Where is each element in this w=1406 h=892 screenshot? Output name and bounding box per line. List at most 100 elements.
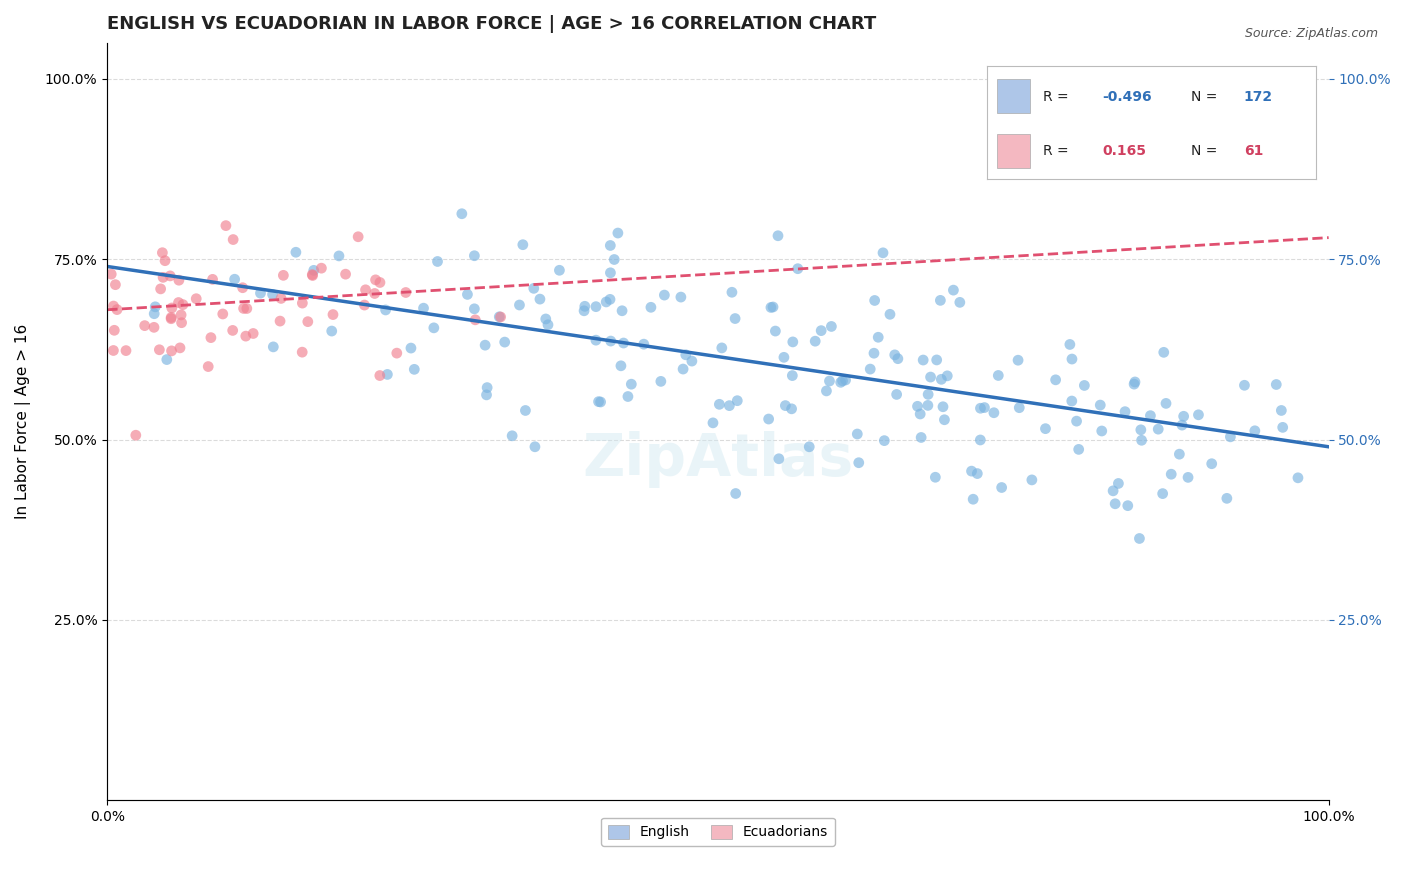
- Point: [846, 427, 869, 442]
- Point: [763, 324, 786, 338]
- Point: [599, 238, 621, 252]
- Point: [1187, 408, 1209, 422]
- Point: [363, 286, 385, 301]
- Point: [1021, 473, 1043, 487]
- Point: [474, 338, 496, 352]
- Point: [709, 397, 731, 411]
- Point: [103, 343, 125, 358]
- Point: [450, 207, 472, 221]
- Point: [1060, 394, 1083, 409]
- Point: [399, 341, 422, 355]
- Point: [232, 281, 254, 295]
- Point: [990, 481, 1012, 495]
- Y-axis label: In Labor Force | Age > 16: In Labor Force | Age > 16: [15, 324, 31, 519]
- Point: [887, 351, 910, 366]
- Point: [354, 283, 377, 297]
- Point: [1102, 483, 1125, 498]
- Point: [423, 321, 446, 335]
- Point: [222, 233, 245, 247]
- Point: [1173, 409, 1195, 424]
- Point: [377, 368, 399, 382]
- Point: [932, 400, 955, 414]
- Point: [1139, 409, 1161, 423]
- Point: [232, 301, 254, 316]
- Point: [1060, 352, 1083, 367]
- Point: [620, 377, 643, 392]
- Point: [1007, 353, 1029, 368]
- Point: [768, 451, 790, 466]
- Point: [368, 276, 391, 290]
- Point: [221, 323, 243, 337]
- Point: [585, 300, 607, 314]
- Point: [1114, 405, 1136, 419]
- Point: [160, 343, 183, 358]
- Point: [633, 337, 655, 351]
- Point: [291, 345, 314, 359]
- Point: [236, 301, 259, 316]
- Point: [650, 375, 672, 389]
- Point: [1130, 434, 1153, 448]
- Point: [489, 310, 512, 324]
- Point: [291, 296, 314, 310]
- Point: [710, 341, 733, 355]
- Point: [1129, 423, 1152, 437]
- Point: [724, 311, 747, 326]
- Point: [508, 298, 530, 312]
- Point: [172, 297, 194, 311]
- Point: [160, 301, 183, 315]
- Point: [1073, 378, 1095, 392]
- Point: [134, 318, 156, 333]
- Point: [464, 313, 486, 327]
- Point: [820, 319, 842, 334]
- Point: [863, 346, 886, 360]
- Point: [201, 272, 224, 286]
- Point: [249, 286, 271, 301]
- Point: [1123, 377, 1146, 392]
- Point: [815, 384, 838, 398]
- Point: [574, 299, 596, 313]
- Point: [606, 226, 628, 240]
- Point: [385, 346, 408, 360]
- Point: [167, 295, 190, 310]
- Point: [328, 249, 350, 263]
- Point: [1243, 424, 1265, 438]
- Point: [599, 334, 621, 348]
- Point: [672, 362, 695, 376]
- Point: [224, 272, 246, 286]
- Point: [284, 245, 307, 260]
- Point: [917, 398, 939, 412]
- Point: [534, 312, 557, 326]
- Point: [1104, 497, 1126, 511]
- Point: [149, 282, 172, 296]
- Point: [302, 263, 325, 277]
- Point: [931, 372, 953, 386]
- Point: [799, 440, 821, 454]
- Point: [603, 252, 626, 267]
- Point: [588, 394, 610, 409]
- Point: [907, 399, 929, 413]
- Point: [782, 368, 804, 383]
- Point: [780, 401, 803, 416]
- Point: [1265, 377, 1288, 392]
- Point: [404, 362, 426, 376]
- Point: [494, 335, 516, 350]
- Point: [762, 300, 785, 314]
- Point: [395, 285, 418, 300]
- Point: [105, 302, 128, 317]
- Point: [863, 293, 886, 308]
- Legend: English, Ecuadorians: English, Ecuadorians: [600, 818, 835, 847]
- Point: [612, 336, 634, 351]
- Point: [103, 299, 125, 313]
- Text: Source: ZipAtlas.com: Source: ZipAtlas.com: [1244, 27, 1378, 40]
- Point: [654, 288, 676, 302]
- Point: [456, 287, 478, 301]
- Point: [1154, 396, 1177, 410]
- Point: [1066, 414, 1088, 428]
- Point: [759, 301, 782, 315]
- Point: [475, 388, 498, 402]
- Point: [920, 370, 942, 384]
- Point: [834, 373, 856, 387]
- Point: [1153, 345, 1175, 359]
- Point: [1059, 337, 1081, 351]
- Point: [1171, 418, 1194, 433]
